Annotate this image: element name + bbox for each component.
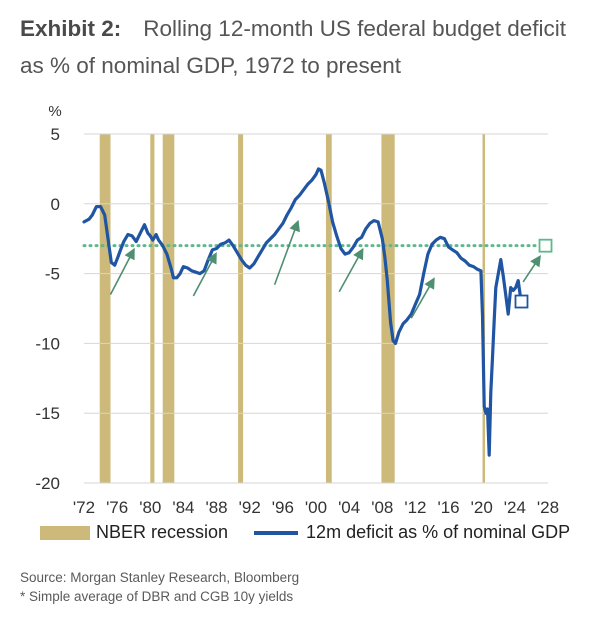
trend-arrow-5 (522, 254, 541, 283)
trend-arrow-1 (192, 252, 217, 297)
legend: NBER recession 12m deficit as % of nomin… (40, 522, 570, 543)
y-tick-label: -10 (35, 334, 60, 353)
x-tick-label: '72 (73, 498, 95, 517)
y-unit-label: % (48, 103, 61, 120)
x-tick-label: '12 (404, 498, 426, 517)
source-line: Source: Morgan Stanley Research, Bloombe… (20, 570, 300, 585)
x-tick-label: '28 (537, 498, 559, 517)
source-notes: Source: Morgan Stanley Research, Bloombe… (20, 568, 299, 606)
chart-title: Exhibit 2: Rolling 12-month US federal bu… (20, 10, 580, 84)
x-tick-label: '20 (471, 498, 493, 517)
legend-label-recession: NBER recession (96, 522, 229, 542)
y-tick-label: 0 (51, 195, 60, 214)
note-line: * Simple average of DBR and CGB 10y yiel… (20, 589, 294, 604)
series-group (82, 167, 523, 457)
recession-band-1 (150, 134, 155, 483)
legend-label-deficit: 12m deficit as % of nominal GDP (306, 522, 571, 542)
y-tick-label: 5 (51, 125, 60, 144)
x-tick-label: '76 (106, 498, 128, 517)
recession-band-0 (99, 134, 111, 483)
x-tick-label: '24 (504, 498, 526, 517)
recession-bands (99, 134, 486, 483)
square-marker-0 (514, 294, 529, 309)
y-tick-label: -15 (35, 404, 60, 423)
trend-arrow-2 (273, 219, 300, 286)
x-tick-label: '16 (437, 498, 459, 517)
arrows-group (109, 219, 541, 319)
recession-band-4 (325, 134, 332, 483)
y-tick-label: -20 (35, 474, 60, 493)
markers-group (514, 238, 553, 309)
y-tick-label: -5 (45, 265, 60, 284)
x-tick-labels: '72 '76 '80 '84 '88 '92 '96 '00 '04 '08 '12 '16 '20 '… (73, 498, 559, 517)
x-tick-label: '80 (139, 498, 161, 517)
deficit-series-line (82, 167, 523, 457)
x-tick-label: '88 (205, 498, 227, 517)
x-tick-label: '92 (239, 498, 261, 517)
legend-swatch-deficit (254, 530, 299, 535)
square-marker-1 (538, 238, 553, 253)
exhibit-label: Exhibit 2: (20, 16, 122, 41)
y-tick-labels: 5 0 -5 -10 -15 -20 (35, 125, 60, 493)
recession-band-3 (238, 134, 244, 483)
x-tick-label: '08 (371, 498, 393, 517)
legend-swatch-recession (40, 525, 90, 540)
x-tick-label: '00 (305, 498, 327, 517)
x-tick-label: '04 (338, 498, 360, 517)
trend-arrow-3 (338, 247, 364, 293)
trend-arrow-0 (109, 247, 135, 295)
title-text: Rolling 12-month US federal budget defic… (20, 16, 567, 78)
x-tick-label: '96 (272, 498, 294, 517)
recession-band-2 (162, 134, 175, 483)
x-tick-label: '84 (172, 498, 194, 517)
trend-arrow-4 (410, 277, 435, 319)
gridlines (84, 133, 548, 484)
